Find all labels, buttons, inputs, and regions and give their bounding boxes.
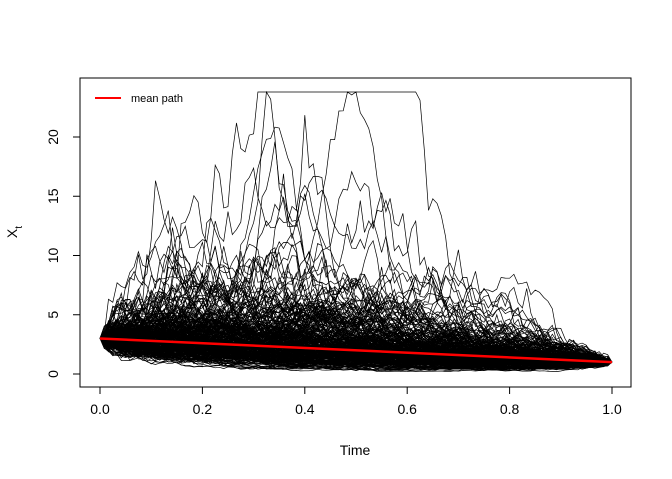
simulated-paths <box>99 90 613 373</box>
simulated-path <box>99 166 613 363</box>
simulated-path <box>99 225 613 363</box>
simulated-path <box>99 232 613 369</box>
simulated-path <box>99 253 613 368</box>
simulated-path <box>99 217 613 364</box>
simulated-path <box>99 329 613 372</box>
simulated-path <box>99 251 613 363</box>
x-tick-label: 0.0 <box>90 401 110 417</box>
y-tick-label: 20 <box>45 129 61 145</box>
x-tick-label: 0.8 <box>500 401 520 417</box>
simulated-path <box>99 262 613 363</box>
y-tick-label: 5 <box>45 311 61 319</box>
x-tick-label: 0.4 <box>295 401 315 417</box>
simulated-path <box>99 126 613 370</box>
y-axis-label: Xt <box>4 226 25 238</box>
simulated-path <box>99 141 613 363</box>
simulated-path <box>99 303 613 371</box>
simulated-path <box>99 312 613 372</box>
simulated-path <box>99 319 613 364</box>
y-axis-label-main: X <box>4 228 20 238</box>
simulated-path <box>99 298 613 370</box>
legend-label-mean-path: mean path <box>131 93 183 105</box>
x-tick-label: 0.2 <box>193 401 213 417</box>
y-axis-label-subscript: t <box>14 226 25 229</box>
simulated-path <box>99 338 613 373</box>
y-tick-label: 10 <box>45 248 61 264</box>
mean-path-line <box>99 337 613 364</box>
y-tick-label: 15 <box>45 188 61 204</box>
simulated-path <box>99 334 613 366</box>
legend: mean path <box>95 93 183 105</box>
y-axis: 0 5 10 15 20 <box>45 129 81 378</box>
x-tick-label: 1.0 <box>602 401 622 417</box>
x-tick-label: 0.6 <box>397 401 417 417</box>
simulated-path <box>99 295 613 367</box>
y-tick-label: 0 <box>45 370 61 378</box>
simulated-path <box>99 325 613 367</box>
simulated-path <box>99 241 612 364</box>
simulated-path <box>99 299 613 365</box>
simulated-path <box>99 332 613 370</box>
x-axis: 0.0 0.2 0.4 0.6 0.8 1.0 <box>90 386 622 417</box>
mean-path-layer <box>99 337 613 364</box>
x-axis-label: Time <box>340 442 371 458</box>
simulated-path <box>99 334 613 372</box>
